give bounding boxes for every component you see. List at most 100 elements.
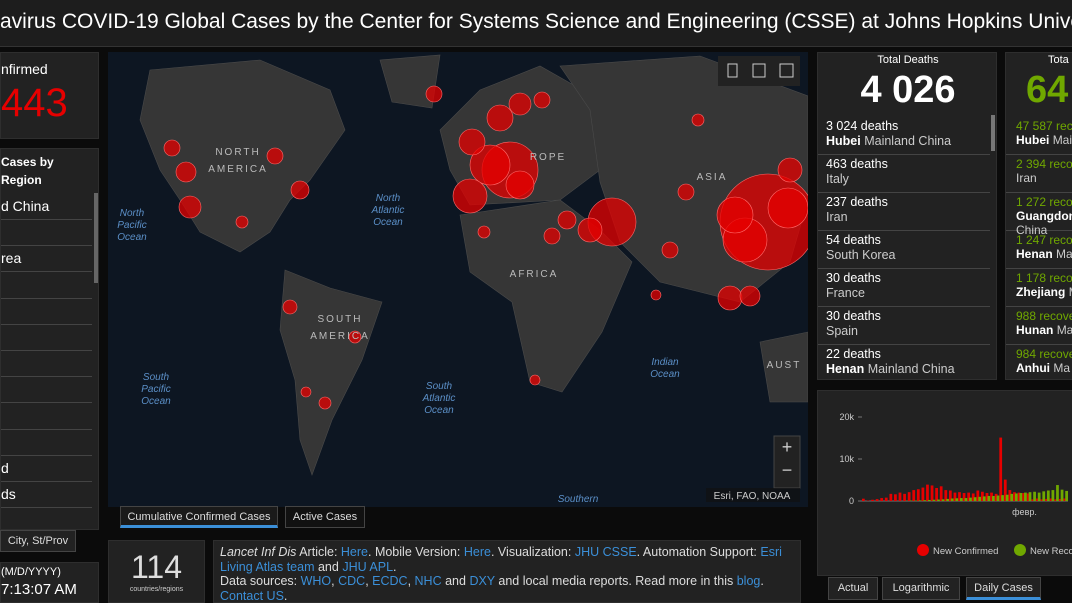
bar: [1013, 492, 1016, 501]
recovered-count: 1 178 reco: [1016, 271, 1072, 285]
case-bubble: [266, 147, 284, 165]
list-icon[interactable]: [752, 63, 766, 78]
link[interactable]: JHU CSSE: [574, 545, 637, 559]
link[interactable]: CDC: [338, 574, 366, 588]
region-title: Region: [1, 173, 42, 187]
ocean-label: Atlantic: [422, 393, 456, 404]
death-count: 22 deaths: [826, 347, 881, 361]
link[interactable]: Here: [463, 545, 491, 559]
continent-label: AMERICA: [310, 331, 370, 342]
death-place: Hubei: [826, 134, 861, 148]
link[interactable]: NHC: [414, 574, 442, 588]
chart-panel: [817, 390, 1072, 576]
link[interactable]: Contact US: [220, 588, 284, 603]
bar: [918, 500, 922, 501]
continent-label: AUST: [767, 360, 802, 371]
zoom-in[interactable]: +: [782, 437, 793, 457]
bar: [944, 490, 948, 501]
link[interactable]: ECDC: [372, 574, 408, 588]
death-region: Mainland China: [867, 362, 955, 376]
bar: [1024, 492, 1027, 501]
chart-button[interactable]: Logarithmic: [882, 577, 960, 600]
ocean-label: Ocean: [141, 396, 171, 407]
bookmark-icon[interactable]: [727, 63, 738, 78]
header-title: avirus COVID-19 Global Cases by the Cent…: [0, 10, 1072, 33]
info-text: and: [441, 574, 470, 588]
recovered-place: Hunan: [1016, 323, 1054, 337]
list-row: [1, 350, 92, 378]
info-text: ,: [407, 574, 415, 588]
death-count: 30 deaths: [826, 271, 881, 285]
legend-label: New Confirmed: [933, 546, 998, 557]
bar: [1022, 493, 1025, 501]
info-text: and local media reports. Read more in th…: [494, 574, 737, 588]
recovered-row: 47 587 recoHubei Mai: [1006, 116, 1072, 155]
recovered-region: China: [1016, 223, 1048, 237]
bar: [958, 492, 961, 501]
bar: [941, 499, 945, 501]
bar: [935, 487, 938, 501]
recovered-place-line: Zhejiang M: [1016, 285, 1072, 299]
info-text: .: [760, 574, 764, 588]
bar: [955, 498, 959, 501]
recovered-row: 2 394 reco Iran: [1006, 154, 1072, 193]
map-tab[interactable]: Cumulative Confirmed Cases: [120, 506, 278, 528]
recovered-place: Henan: [1016, 247, 1053, 261]
bar: [907, 492, 911, 501]
basemap-icon[interactable]: [779, 63, 794, 78]
case-bubble: [677, 183, 695, 201]
death-count: 30 deaths: [826, 309, 881, 323]
list-row: [1, 403, 92, 430]
info-text: .: [393, 559, 397, 574]
ocean-label: South: [426, 381, 453, 392]
case-bubble: [716, 196, 754, 234]
recovered-place: Anhui: [1016, 361, 1050, 375]
recovered-place: Zhejiang: [1016, 285, 1066, 299]
death-place-line: Spain: [826, 324, 858, 338]
chart-button[interactable]: Actual: [828, 577, 878, 600]
info-text: ,: [331, 574, 339, 588]
bar: [1056, 485, 1059, 501]
link[interactable]: DXY: [469, 574, 495, 588]
legend-label: New Reco: [1030, 546, 1072, 557]
case-bubble: [469, 144, 511, 186]
bar: [884, 497, 888, 501]
chart-button[interactable]: Daily Cases: [966, 577, 1041, 600]
ocean-label: North: [120, 208, 145, 219]
list-row: [1, 245, 92, 273]
zoom-out[interactable]: −: [782, 460, 793, 480]
bar: [875, 499, 879, 501]
bar: [967, 492, 971, 501]
link[interactable]: blog: [736, 574, 761, 588]
bar: [1042, 491, 1046, 501]
region-item: ds: [1, 486, 16, 503]
case-bubble: [717, 285, 743, 311]
link[interactable]: WHO: [300, 574, 332, 588]
bar: [1001, 495, 1004, 501]
link[interactable]: Here: [340, 545, 368, 559]
death-region: France: [826, 286, 865, 300]
filter-button[interactable]: City, St/Prov: [0, 530, 76, 552]
list-row: [1, 272, 92, 299]
link[interactable]: JHU APL: [342, 559, 394, 574]
link[interactable]: Esri Living Atlas team: [220, 545, 782, 574]
map-tab[interactable]: Active Cases: [285, 506, 365, 528]
death-region: Italy: [826, 172, 849, 186]
bar: [953, 492, 957, 501]
bar: [994, 493, 998, 501]
bar: [948, 490, 952, 501]
legend-swatch: [1014, 544, 1026, 556]
y-tick-label: 20k: [839, 412, 854, 422]
bar: [862, 498, 865, 501]
region-item: rea: [1, 250, 22, 267]
recovered-row: 984 recove Anhui Ma: [1006, 344, 1072, 379]
y-tick-label: 10k: [839, 454, 854, 464]
attribution: Esri, FAO, NOAA: [714, 491, 791, 502]
bar: [982, 496, 986, 501]
case-bubble: [650, 289, 662, 301]
bar: [889, 493, 893, 501]
bar: [1017, 492, 1021, 501]
bar: [999, 437, 1003, 501]
